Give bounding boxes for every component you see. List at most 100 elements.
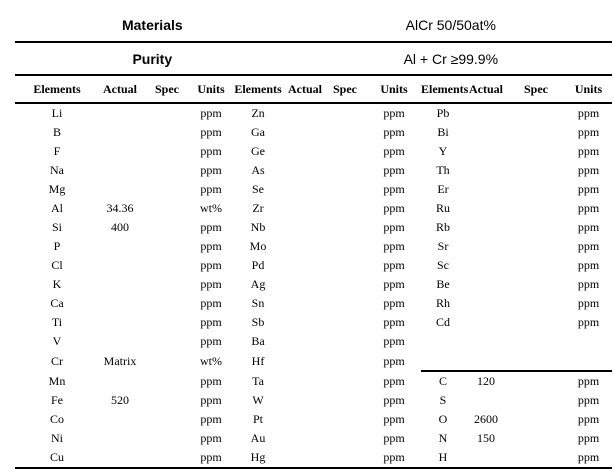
actual-cell: [465, 275, 507, 294]
spec-cell: [507, 199, 565, 218]
materials-value: AlCr 50/50at%: [289, 8, 612, 43]
spec-cell: [323, 142, 367, 161]
elements-table-header: Elements Actual Spec Units Elements Actual Spe…: [15, 76, 612, 104]
actual-cell: [465, 237, 507, 256]
units-cell: ppm: [383, 239, 405, 253]
actual-cell: [99, 371, 141, 391]
element-cell: Zr: [252, 201, 264, 215]
spec-cell: [141, 103, 193, 123]
spec-cell: [141, 351, 193, 371]
column-header-spec-g1: Spec: [141, 76, 193, 104]
spec-cell: [141, 161, 193, 180]
units-cell: ppm: [577, 258, 600, 272]
spec-cell: [323, 351, 367, 371]
units-cell: ppm: [200, 431, 222, 445]
element-cell: Mg: [48, 182, 66, 196]
actual-cell: [287, 275, 323, 294]
units-cell: ppm: [383, 125, 405, 139]
column-header-units-g3: Units: [565, 76, 612, 104]
units-cell: ppm: [383, 220, 405, 234]
spec-cell: [141, 218, 193, 237]
spec-cell: [141, 391, 193, 410]
spec-cell: [323, 218, 367, 237]
spec-cell: [141, 180, 193, 199]
spec-cell: [141, 429, 193, 448]
element-cell: Sn: [251, 296, 265, 310]
spec-cell: [141, 313, 193, 332]
elements-analysis-table: Elements Actual Spec Units Elements Actual Spe…: [15, 76, 612, 469]
actual-cell: [287, 294, 323, 313]
units-cell: ppm: [383, 412, 405, 426]
spec-cell: [323, 429, 367, 448]
actual-cell: [287, 371, 323, 391]
spec-cell: [323, 199, 367, 218]
actual-cell: [465, 199, 507, 218]
actual-cell: [287, 237, 323, 256]
actual-cell: 150: [477, 431, 495, 445]
spec-cell: [323, 161, 367, 180]
actual-cell: [287, 448, 323, 469]
units-cell: ppm: [193, 448, 229, 469]
actual-cell: [99, 142, 141, 161]
units-cell: [565, 332, 612, 351]
element-cell: Sr: [437, 239, 449, 253]
element-cell: Hf: [251, 353, 265, 368]
spec-cell: [507, 332, 565, 351]
element-cell: [421, 351, 465, 372]
spec-cell: [507, 294, 565, 313]
units-cell: ppm: [383, 334, 405, 348]
units-cell: ppm: [200, 412, 222, 426]
spec-cell: [141, 123, 193, 142]
spec-cell: [323, 332, 367, 351]
table-row: Cl ppm Pd ppm Sc ppm: [15, 256, 612, 275]
actual-cell: [287, 332, 323, 351]
actual-cell: 120: [477, 374, 495, 388]
column-header-elements-g3: Elements: [421, 76, 468, 104]
spec-cell: [507, 313, 565, 332]
units-cell: ppm: [577, 393, 600, 407]
units-cell: ppm: [383, 353, 405, 368]
actual-cell: [465, 103, 507, 123]
column-header-elements-g2: Elements: [229, 76, 287, 104]
column-header-units-g2: Units: [367, 76, 421, 104]
element-cell: Cu: [15, 448, 99, 469]
element-cell: S: [439, 393, 447, 407]
element-cell: Hg: [229, 448, 287, 469]
column-header-actual-g3: Actual: [465, 76, 507, 104]
element-cell: Y: [438, 144, 448, 158]
actual-cell: [99, 410, 141, 429]
spec-cell: [323, 180, 367, 199]
units-cell: ppm: [200, 163, 222, 177]
element-cell: H: [421, 448, 465, 469]
column-header-row: Elements Actual Spec Units Elements Actual Spe…: [15, 76, 612, 104]
column-header-elements-g1: Elements: [15, 76, 99, 104]
element-cell: Th: [436, 163, 450, 177]
element-cell: As: [251, 163, 265, 177]
actual-cell: [99, 180, 141, 199]
table-row: Mn ppm Ta ppm C 120 ppm: [15, 371, 612, 391]
actual-cell: [465, 161, 507, 180]
element-cell: O: [438, 412, 448, 426]
table-row: Co ppm Pt ppm O 2600 ppm: [15, 410, 612, 429]
actual-cell: 520: [111, 393, 129, 407]
actual-cell: [99, 313, 141, 332]
spec-cell: [323, 410, 367, 429]
actual-cell: [465, 142, 507, 161]
units-cell: ppm: [200, 296, 222, 310]
spec-cell: [323, 313, 367, 332]
actual-cell: [99, 332, 141, 351]
spec-cell: [507, 237, 565, 256]
element-cell: W: [252, 393, 264, 407]
column-header-actual-g1: Actual: [99, 76, 141, 104]
actual-cell: [287, 313, 323, 332]
spec-cell: [141, 294, 193, 313]
actual-cell: [465, 294, 507, 313]
units-cell: ppm: [577, 315, 600, 329]
spec-cell: [323, 448, 367, 469]
element-cell: [421, 332, 465, 351]
actual-cell: [287, 103, 323, 123]
spec-cell: [507, 218, 565, 237]
units-cell: ppm: [200, 315, 222, 329]
units-cell: ppm: [577, 431, 600, 445]
